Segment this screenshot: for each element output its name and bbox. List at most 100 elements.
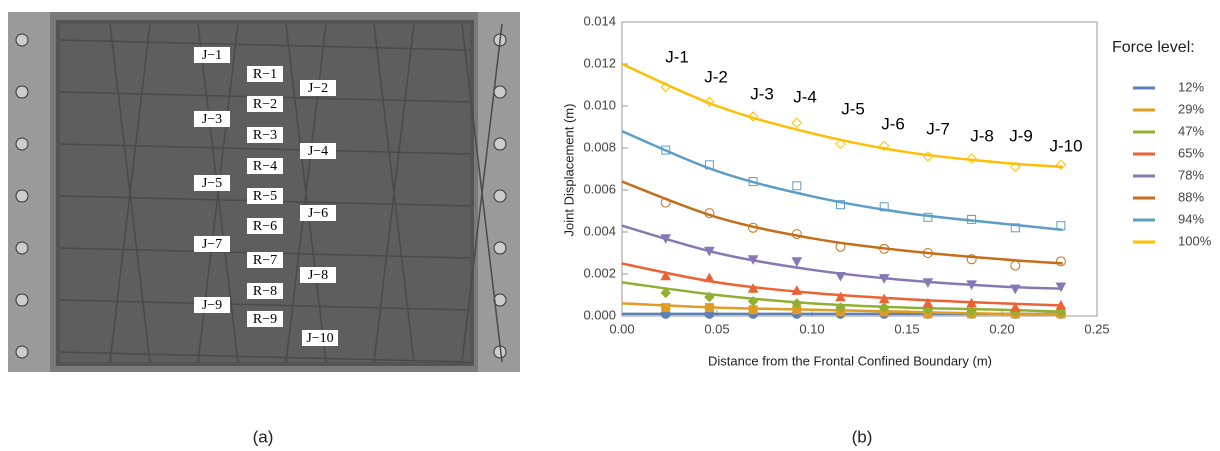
data-point xyxy=(922,278,934,288)
photo-bolt xyxy=(15,345,29,359)
photo-label: R−8 xyxy=(253,284,277,299)
data-point xyxy=(1055,299,1067,310)
legend-label: 100% xyxy=(1178,233,1212,248)
data-point xyxy=(791,298,803,309)
y-tick-label: 0.000 xyxy=(583,307,616,322)
data-point xyxy=(748,305,758,315)
data-point xyxy=(1056,221,1066,231)
data-point xyxy=(966,306,977,318)
data-point xyxy=(878,140,890,152)
photo-label-box xyxy=(247,218,283,234)
photo-label-box xyxy=(194,175,230,191)
x-tick-label: 0.00 xyxy=(609,321,634,336)
x-tick-label: 0.20 xyxy=(989,321,1014,336)
data-point xyxy=(879,202,889,212)
photo-bolt xyxy=(493,137,507,151)
photo-label: J−5 xyxy=(202,176,222,191)
data-point xyxy=(1055,282,1067,293)
photo-label: J−6 xyxy=(308,206,328,221)
photo-bolt xyxy=(15,33,29,47)
photo-label: J−3 xyxy=(202,112,222,127)
y-axis-label: Joint Displacement (m) xyxy=(561,104,576,237)
annotation: J-7 xyxy=(926,119,950,138)
photo-label-box xyxy=(247,252,283,268)
photo-label-box xyxy=(300,143,336,159)
data-point xyxy=(878,293,890,304)
photo-bolt xyxy=(493,85,507,99)
data-point xyxy=(704,208,715,219)
photo-label-box xyxy=(300,205,336,221)
x-tick-label: 0.15 xyxy=(894,321,919,336)
data-point xyxy=(966,297,977,308)
photo-label-box xyxy=(247,158,283,174)
photo-bolt xyxy=(493,241,507,255)
data-point xyxy=(704,96,715,108)
data-point xyxy=(791,257,803,267)
photo-label: J−9 xyxy=(202,298,222,313)
x-tick-label: 0.10 xyxy=(799,321,824,336)
data-point xyxy=(1009,302,1021,312)
annotation: J-3 xyxy=(750,84,774,103)
data-point xyxy=(747,111,759,122)
photo-label-box xyxy=(300,80,336,96)
photo-bolt xyxy=(15,189,29,203)
fit-curve xyxy=(621,62,1063,169)
legend-label: 94% xyxy=(1178,211,1204,226)
x-axis-label: Distance from the Frontal Confined Bound… xyxy=(708,353,992,368)
data-point xyxy=(922,297,934,308)
data-point xyxy=(966,254,977,265)
fit-curve xyxy=(621,180,1063,265)
photo-joint-line xyxy=(59,351,471,363)
data-point xyxy=(1010,223,1020,233)
data-point xyxy=(923,212,933,222)
photo-joint-line xyxy=(59,39,471,51)
photo-label-box xyxy=(194,47,230,63)
photo-label: R−1 xyxy=(253,67,277,82)
data-point xyxy=(922,248,933,258)
photo-joint-line xyxy=(59,299,471,311)
data-point xyxy=(1009,284,1021,295)
photo-bolt xyxy=(15,241,29,255)
data-point xyxy=(747,255,759,265)
legend-title: Force level: xyxy=(1112,39,1195,56)
data-point xyxy=(835,291,846,302)
data-point xyxy=(747,283,759,293)
y-tick-label: 0.012 xyxy=(583,55,616,70)
annotation: J-8 xyxy=(970,126,994,145)
annotation: J-6 xyxy=(881,114,905,133)
photo-bolt xyxy=(15,137,29,151)
photo-label-box xyxy=(194,297,230,313)
legend-label: 12% xyxy=(1178,79,1204,94)
photo-label-box xyxy=(302,330,338,346)
annotation: J-1 xyxy=(665,47,689,66)
data-point xyxy=(1055,159,1067,171)
caption: (b) xyxy=(852,427,873,446)
data-point xyxy=(922,151,934,162)
photo-label-box xyxy=(194,236,230,252)
legend-label: 88% xyxy=(1178,189,1204,204)
photo-label-box xyxy=(247,311,283,327)
photo-bolt xyxy=(493,189,507,203)
data-point xyxy=(1010,161,1021,173)
data-point xyxy=(836,200,845,210)
x-tick-label: 0.25 xyxy=(1084,321,1109,336)
photo-joint-line xyxy=(461,23,503,363)
data-point xyxy=(748,177,758,187)
photo-label: R−2 xyxy=(253,97,277,112)
photo-label: R−7 xyxy=(253,253,277,268)
plot-frame xyxy=(621,21,1098,317)
y-tick-label: 0.004 xyxy=(583,223,616,238)
photo-label-box xyxy=(247,96,283,112)
photo-label: J−8 xyxy=(308,268,328,283)
data-point xyxy=(704,291,715,303)
data-point xyxy=(878,302,890,313)
photo-label-box xyxy=(300,267,336,283)
data-point xyxy=(966,153,977,164)
data-point xyxy=(835,241,846,252)
data-point xyxy=(661,303,671,313)
photo-label: J−1 xyxy=(202,48,222,63)
photo-label: J−7 xyxy=(202,237,222,252)
photo-bolt xyxy=(15,85,29,99)
